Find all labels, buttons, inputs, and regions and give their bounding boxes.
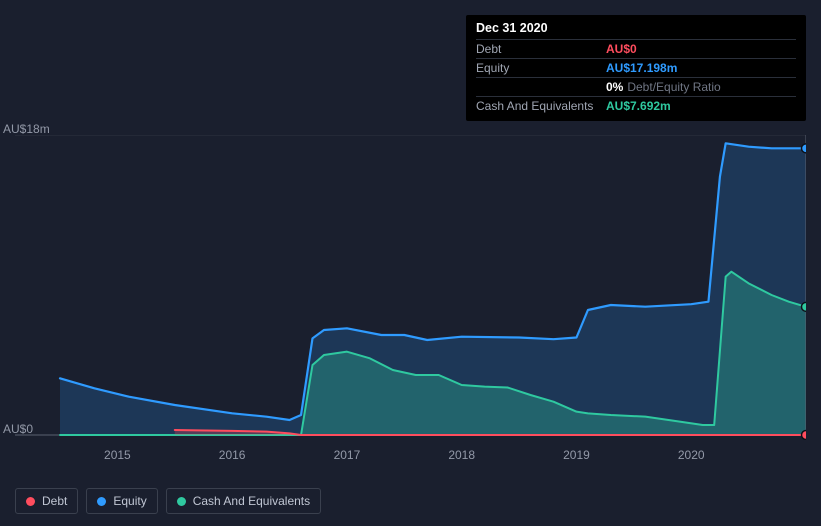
legend: Debt Equity Cash And Equivalents [15, 488, 321, 514]
tooltip-label: Equity [476, 61, 606, 75]
x-axis-label: 2020 [678, 448, 705, 462]
legend-swatch [177, 497, 186, 506]
tooltip-panel: Dec 31 2020 Debt AU$0 Equity AU$17.198m … [466, 15, 806, 121]
tooltip-label [476, 80, 606, 94]
legend-label: Equity [113, 494, 146, 508]
tooltip-label: Cash And Equivalents [476, 99, 606, 113]
tooltip-date: Dec 31 2020 [476, 21, 796, 39]
tooltip-value-debt: AU$0 [606, 42, 637, 56]
legend-item[interactable]: Cash And Equivalents [166, 488, 321, 514]
tooltip-ratio: 0% Debt/Equity Ratio [606, 80, 721, 94]
x-axis-label: 2019 [563, 448, 590, 462]
tooltip-value-equity: AU$17.198m [606, 61, 677, 75]
legend-label: Debt [42, 494, 67, 508]
legend-swatch [97, 497, 106, 506]
legend-label: Cash And Equivalents [193, 494, 310, 508]
x-axis-label: 2016 [219, 448, 246, 462]
legend-item[interactable]: Equity [86, 488, 157, 514]
x-axis-labels: 2015 2016 2017 2018 2019 2020 [15, 448, 806, 464]
chart-svg [15, 135, 806, 440]
y-axis-label-max: AU$18m [3, 122, 50, 136]
tooltip-ratio-value: 0% [606, 80, 623, 94]
legend-item[interactable]: Debt [15, 488, 78, 514]
tooltip-value-cash: AU$7.692m [606, 99, 671, 113]
tooltip-row-ratio: 0% Debt/Equity Ratio [476, 77, 796, 96]
tooltip-label: Debt [476, 42, 606, 56]
tooltip-row-equity: Equity AU$17.198m [476, 58, 796, 77]
legend-swatch [26, 497, 35, 506]
tooltip-row-cash: Cash And Equivalents AU$7.692m [476, 96, 796, 115]
tooltip-row-debt: Debt AU$0 [476, 39, 796, 58]
x-axis-label: 2015 [104, 448, 131, 462]
chart-area [15, 135, 806, 440]
x-axis-label: 2017 [334, 448, 361, 462]
tooltip-ratio-label: Debt/Equity Ratio [627, 80, 720, 94]
x-axis-label: 2018 [448, 448, 475, 462]
